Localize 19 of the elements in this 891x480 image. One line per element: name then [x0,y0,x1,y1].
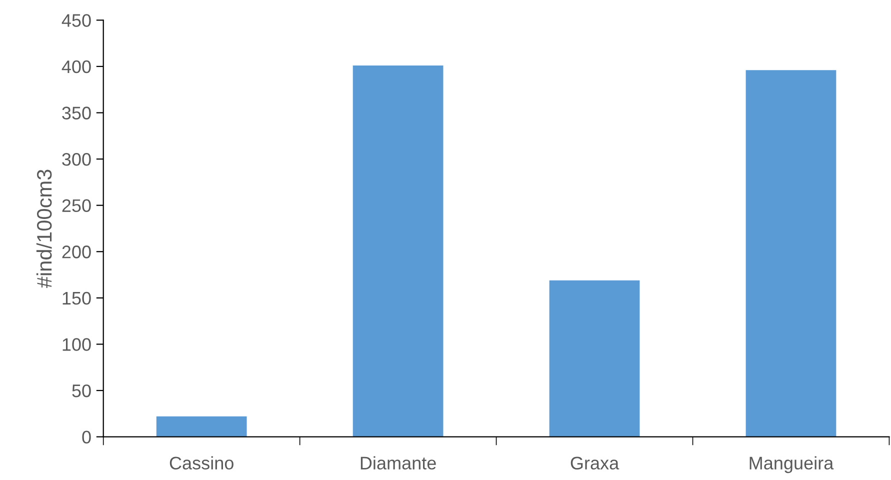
x-tick-label: Diamante [360,456,436,470]
y-tick-label: 450 [62,14,91,27]
y-tick-label: 250 [62,199,91,212]
bar [549,280,640,437]
y-tick-label: 100 [62,338,91,351]
x-tick-label: Mangueira [750,456,834,474]
x-tick-label: Graxa [570,456,620,470]
y-tick-label: 200 [62,246,91,258]
y-tick-label: 150 [62,292,91,305]
y-tick-label: 50 [72,384,91,398]
y-axis-title: #ind/100cm3 [36,170,52,288]
x-tick-label: Cassino [170,456,234,470]
y-tick-label: 400 [62,60,91,74]
bar [352,66,444,437]
y-tick-label: 350 [62,106,91,120]
y-tick-label: 0 [82,430,91,444]
bar [746,70,836,437]
y-tick-label: 300 [62,152,91,166]
bar [156,416,247,437]
